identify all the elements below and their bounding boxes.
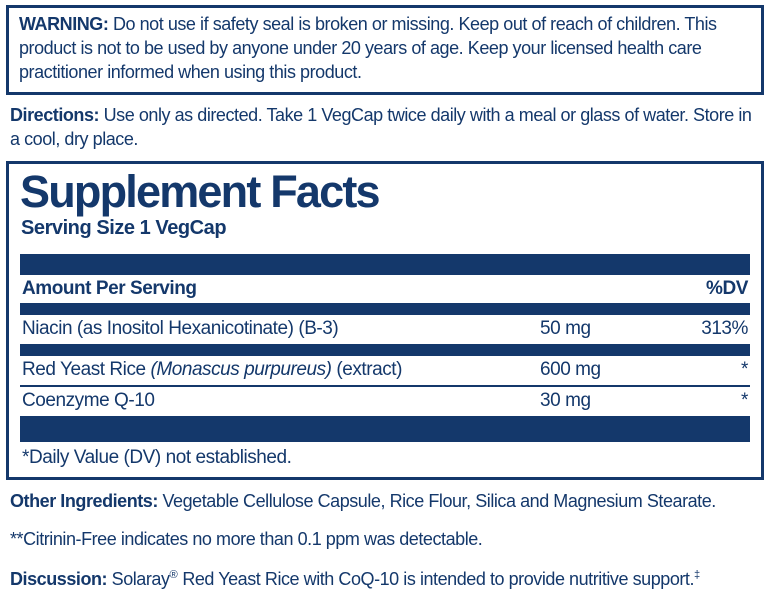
ingredient-amount: 600 mg [540,358,601,380]
serving-size: Serving Size 1 VegCap [21,216,227,239]
amount-per-serving-header: Amount Per Serving [22,277,197,299]
supplement-facts-title: Supplement Facts [20,165,381,217]
divider-bar-header [20,302,750,315]
supplement-facts-panel: Supplement Facts Serving Size 1 VegCap A… [6,160,764,480]
ingredient-name: Coenzyme Q-10 [22,389,155,411]
daily-value-footnote: *Daily Value (DV) not established. [22,446,292,468]
ingredient-name: Red Yeast Rice (Monascus purpureus) (ext… [22,358,402,380]
table-row-coenzyme-q10: Coenzyme Q-10 30 mg * [20,384,750,416]
other-ingredients-label: Other Ingredients: [10,490,158,511]
ingredient-amount: 50 mg [540,317,591,339]
solaray-brand: Solaray [111,569,170,590]
facts-header-row: Amount Per Serving %DV [20,275,750,303]
ingredient-dv: 313% [701,317,748,339]
directions-section: Directions: Use only as directed. Take 1… [6,104,764,152]
table-row-red-yeast-rice: Red Yeast Rice (Monascus purpureus) (ext… [20,356,750,385]
discussion-text: Red Yeast Rice with CoQ-10 is intended t… [177,569,695,590]
registered-trademark-mark: ® [169,569,178,582]
ingredient-amount: 30 mg [540,389,591,411]
warning-box: WARNING: Do not use if safety seal is br… [6,5,764,95]
table-row-niacin: Niacin (as Inositol Hexanicotinate) (B-3… [20,315,750,344]
discussion-section: Discussion: Solaray® Red Yeast Rice with… [10,568,760,592]
warning-text: Do not use if safety seal is broken or m… [19,14,717,82]
directions-label: Directions: [10,104,100,125]
warning-label: WARNING: [19,14,109,34]
ingredient-dv: * [741,389,748,411]
ingredient-dv: * [741,358,748,380]
discussion-label: Discussion: [10,569,108,590]
citrinin-note: **Citrinin-Free indicates no more than 0… [10,528,483,549]
ingredient-name: Niacin (as Inositol Hexanicotinate) (B-3… [22,317,339,339]
divider-bar-mid [20,343,750,356]
other-ingredients-text: Vegetable Cellulose Capsule, Rice Flour,… [157,490,716,511]
divider-bar-bottom [20,415,750,442]
double-dagger-mark: ‡ [694,569,701,582]
other-ingredients-section: Other Ingredients: Vegetable Cellulose C… [10,490,760,514]
divider-bar-top [20,253,750,275]
percent-dv-header: %DV [706,277,748,299]
directions-text: Use only as directed. Take 1 VegCap twic… [10,104,752,149]
